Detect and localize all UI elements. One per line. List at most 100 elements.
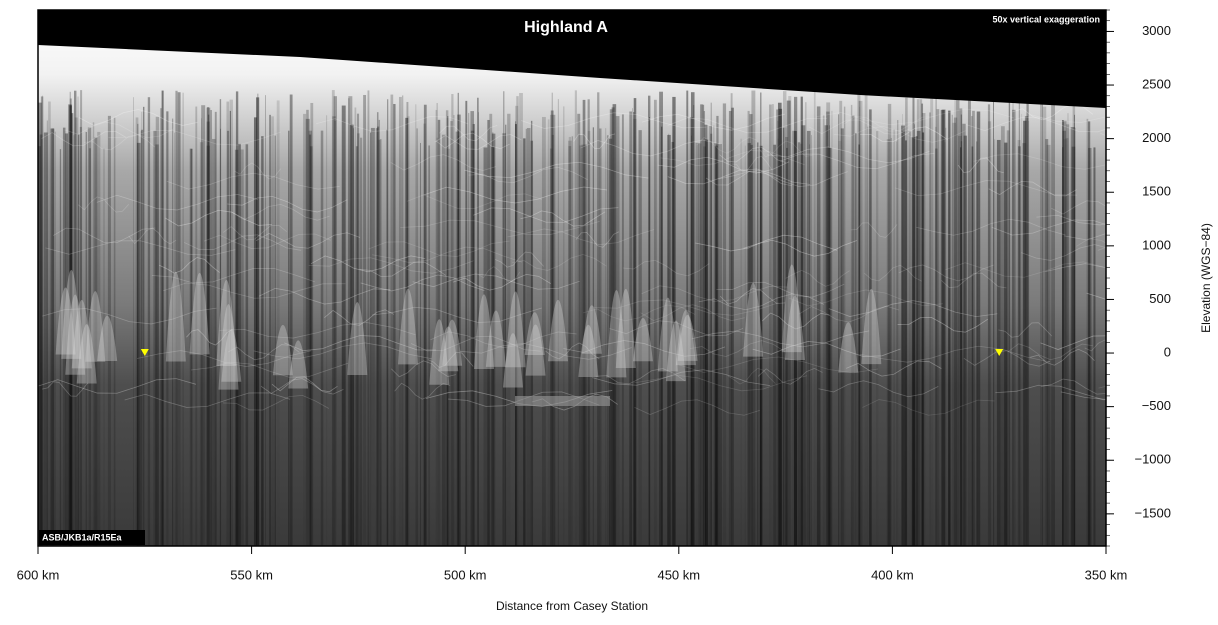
- texture: [912, 137, 916, 597]
- texture: [917, 99, 920, 559]
- texture: [47, 120, 48, 580]
- chart-title: Highland A: [524, 19, 608, 36]
- texture: [1001, 126, 1005, 586]
- texture: [709, 126, 712, 586]
- texture: [888, 104, 891, 564]
- y-tick-label: −1000: [1134, 452, 1171, 467]
- x-tick-label: 450 km: [657, 567, 700, 582]
- y-tick-label: −500: [1142, 398, 1171, 413]
- texture: [141, 131, 142, 591]
- texture: [1068, 113, 1069, 573]
- texture: [269, 115, 270, 575]
- texture: [484, 147, 488, 607]
- texture: [236, 91, 238, 551]
- texture: [386, 130, 387, 590]
- texture: [1042, 100, 1043, 560]
- x-tick-label: 400 km: [871, 567, 914, 582]
- texture: [265, 95, 266, 555]
- texture: [156, 117, 159, 577]
- texture: [729, 111, 732, 571]
- texture: [572, 136, 573, 596]
- texture: [377, 127, 379, 587]
- texture: [368, 90, 370, 550]
- texture: [210, 110, 211, 570]
- texture: [757, 142, 758, 602]
- texture: [1063, 139, 1067, 599]
- texture: [321, 131, 324, 591]
- x-tick-label: 500 km: [444, 567, 487, 582]
- texture: [945, 128, 946, 588]
- x-axis-label: Distance from Casey Station: [496, 599, 648, 613]
- chart: Highland A 50x vertical exaggeration ASB…: [0, 0, 1218, 620]
- texture: [271, 116, 274, 576]
- texture: [1071, 127, 1075, 587]
- texture: [968, 96, 971, 556]
- texture: [695, 143, 699, 603]
- y-tick-label: 0: [1164, 344, 1171, 359]
- texture: [310, 103, 313, 563]
- x-tick-label: 550 km: [230, 567, 273, 582]
- texture: [778, 139, 779, 599]
- texture: [303, 114, 306, 574]
- texture: [723, 103, 726, 563]
- texture: [857, 93, 860, 553]
- texture: [1047, 145, 1051, 605]
- texture: [51, 128, 54, 588]
- texture: [491, 147, 494, 607]
- texture: [569, 146, 572, 606]
- texture: [1088, 148, 1091, 608]
- y-tick-label: 500: [1149, 291, 1171, 306]
- texture: [380, 139, 382, 599]
- texture: [1018, 140, 1021, 600]
- texture: [523, 138, 525, 598]
- texture: [1098, 380, 1218, 396]
- texture: [468, 113, 469, 573]
- texture: [823, 115, 825, 575]
- y-tick-label: 1000: [1142, 237, 1171, 252]
- texture: [1040, 102, 1042, 562]
- texture: [471, 131, 474, 591]
- texture: [162, 91, 164, 551]
- y-tick-label: 2000: [1142, 130, 1171, 145]
- texture: [599, 128, 601, 588]
- texture: [526, 129, 527, 589]
- y-tick-label: 3000: [1142, 23, 1171, 38]
- texture: [922, 132, 924, 592]
- texture: [798, 142, 800, 602]
- texture: [997, 140, 1001, 600]
- texture: [930, 94, 933, 554]
- texture: [1028, 121, 1029, 581]
- texture: [246, 144, 249, 604]
- texture: [829, 125, 830, 585]
- y-axis-label: Elevation (WGS−84): [1199, 223, 1213, 333]
- texture: [896, 141, 897, 601]
- annotation: ASB/JKB1a/R15Ea: [42, 532, 123, 542]
- texture: [423, 124, 425, 584]
- texture: [420, 143, 421, 603]
- texture: [654, 100, 657, 560]
- texture: [143, 107, 144, 567]
- annotation: 50x vertical exaggeration: [992, 14, 1100, 24]
- texture: [1074, 115, 1075, 575]
- texture: [306, 119, 310, 579]
- texture: [348, 98, 349, 558]
- texture: [261, 136, 263, 596]
- texture: [809, 144, 810, 604]
- texture: [212, 139, 215, 599]
- texture: [905, 140, 907, 600]
- texture: [807, 131, 811, 591]
- texture: [936, 109, 939, 569]
- texture: [363, 95, 366, 555]
- x-tick-label: 600 km: [17, 567, 60, 582]
- texture: [428, 145, 430, 605]
- texture: [948, 111, 950, 571]
- texture: [814, 91, 816, 551]
- texture: [988, 104, 990, 564]
- texture: [952, 123, 956, 583]
- texture: [972, 146, 974, 606]
- texture: [290, 95, 293, 555]
- radargram-image: [38, 10, 1218, 610]
- texture: [703, 105, 704, 565]
- texture: [371, 128, 375, 588]
- texture: [800, 144, 802, 604]
